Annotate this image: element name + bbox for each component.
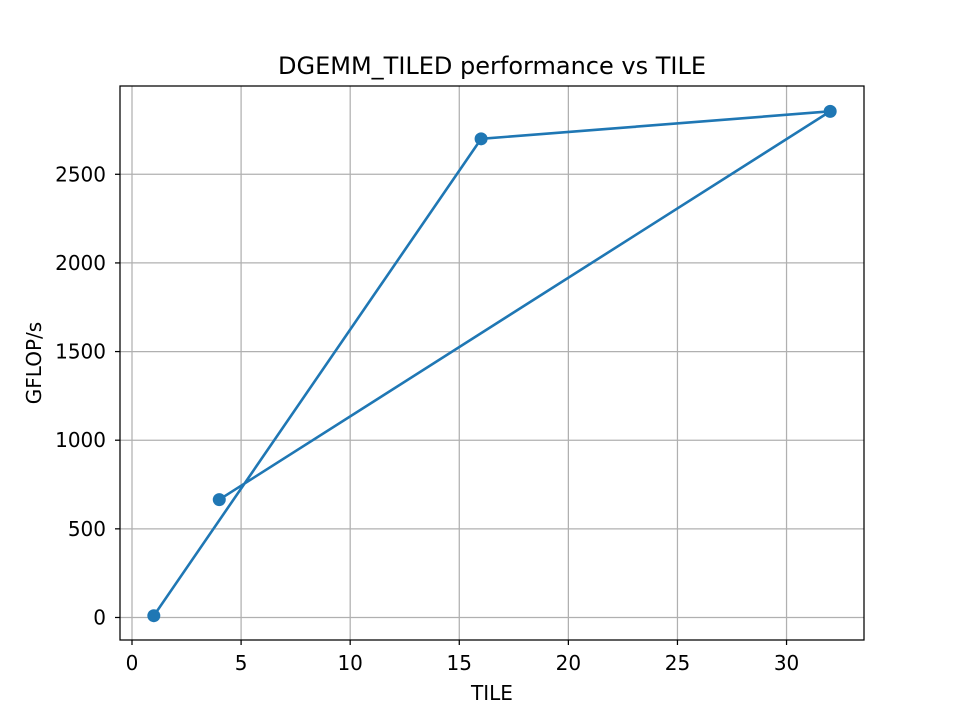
plot-frame	[119, 85, 865, 641]
y-tick-label: 2000	[55, 251, 106, 275]
y-tick-label: 1000	[55, 428, 106, 452]
x-axis-label: TILE	[470, 681, 513, 705]
x-axis-ticks: 0 5 10 15 20 25 30	[126, 640, 799, 675]
plot-lines	[152, 110, 832, 618]
y-tick-label: 1500	[55, 340, 106, 364]
chart-title: DGEMM_TILED performance vs TILE	[278, 52, 706, 80]
x-tick-label: 15	[447, 651, 472, 675]
x-tick-label: 10	[337, 651, 362, 675]
data-points	[147, 104, 837, 623]
x-tick-label: 30	[774, 651, 799, 675]
y-axis-ticks: 0 500 1000 1500 2000 2500	[55, 162, 120, 629]
y-tick-label: 2500	[55, 162, 106, 186]
data-point	[212, 493, 226, 507]
y-tick-label: 0	[93, 605, 106, 629]
x-tick-label: 0	[126, 651, 139, 675]
data-point	[823, 104, 837, 118]
y-axis-label: GFLOP/s	[22, 322, 46, 404]
x-tick-label: 20	[556, 651, 581, 675]
grid	[120, 86, 864, 640]
series-line	[152, 110, 832, 618]
x-tick-label: 5	[235, 651, 248, 675]
data-point	[147, 609, 161, 623]
data-point	[474, 132, 488, 146]
y-tick-label: 500	[68, 517, 106, 541]
x-tick-label: 25	[665, 651, 690, 675]
